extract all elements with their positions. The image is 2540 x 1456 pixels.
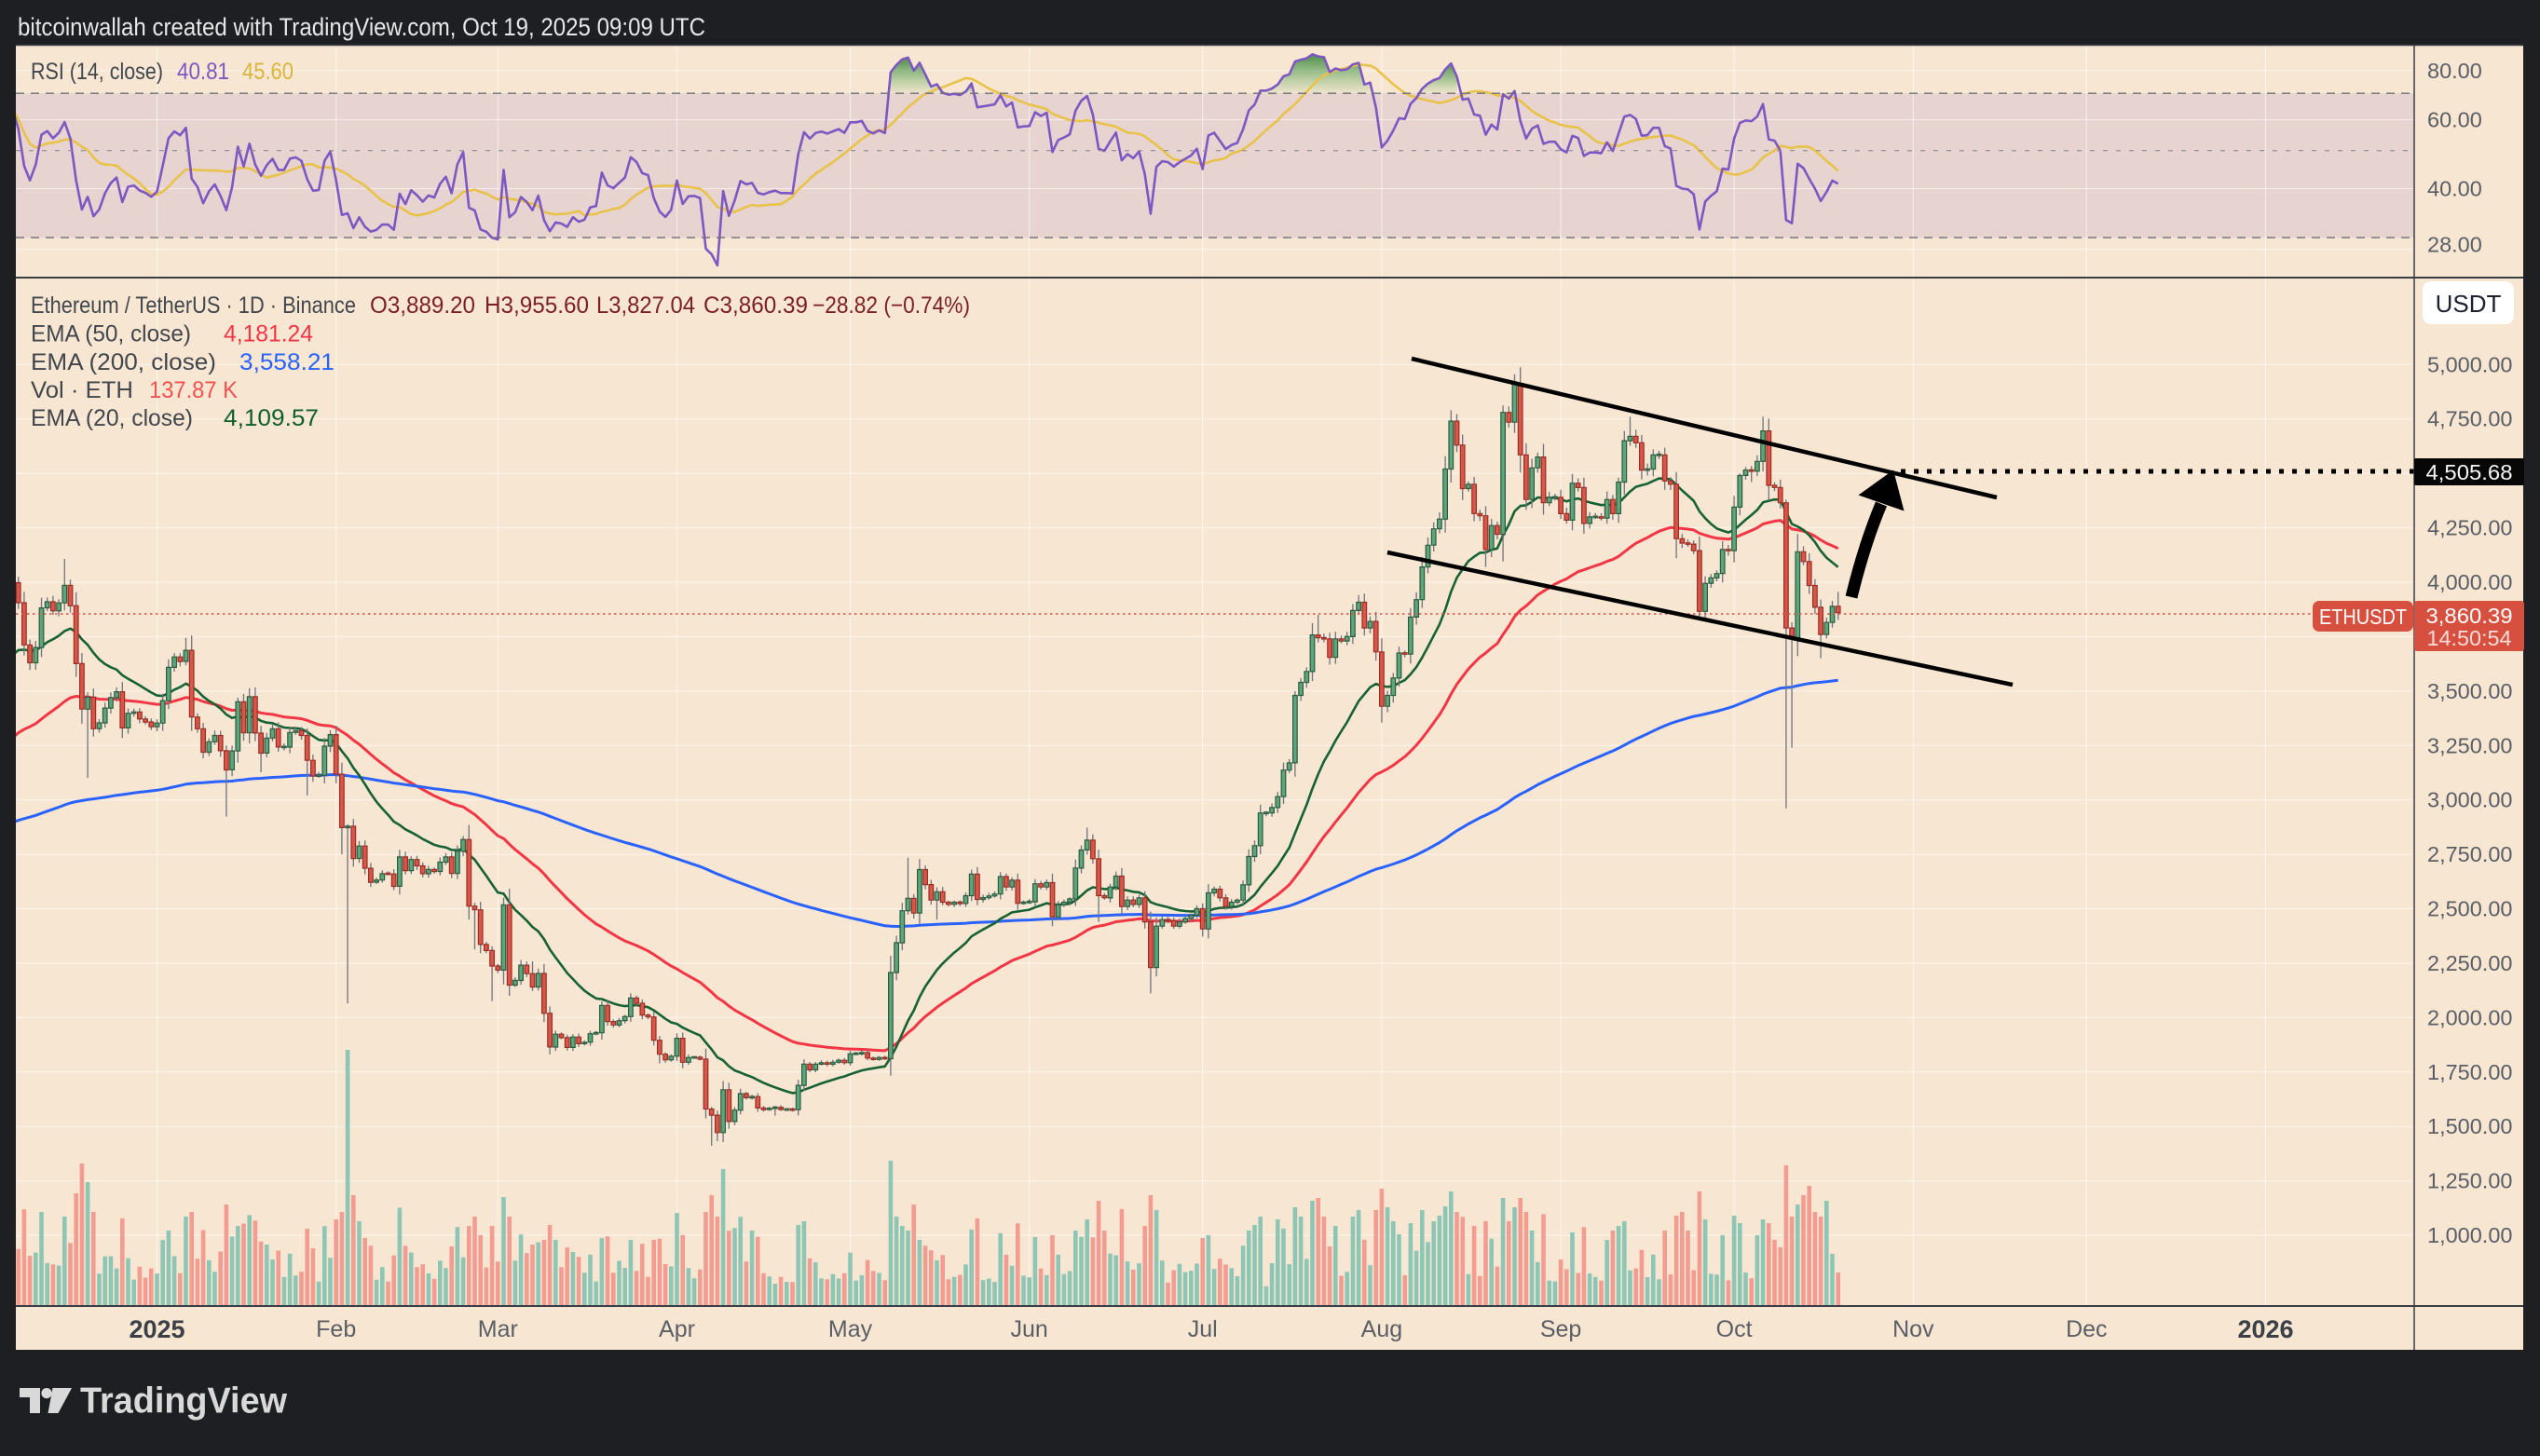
svg-text:2,750.00: 2,750.00 — [2427, 842, 2512, 866]
svg-text:ETHUSDT: ETHUSDT — [2319, 605, 2407, 629]
svg-text:May: May — [828, 1316, 873, 1342]
svg-text:1,250.00: 1,250.00 — [2427, 1169, 2512, 1193]
svg-text:Apr: Apr — [659, 1316, 695, 1342]
svg-text:1,500.00: 1,500.00 — [2427, 1114, 2512, 1138]
svg-text:C3,860.39: C3,860.39 — [703, 293, 808, 319]
svg-text:Jun: Jun — [1011, 1316, 1048, 1342]
svg-text:Mar: Mar — [478, 1316, 518, 1342]
svg-text:bitcoinwallah created with Tra: bitcoinwallah created with TradingView.c… — [18, 13, 705, 41]
svg-text:4,000.00: 4,000.00 — [2427, 570, 2512, 594]
svg-text:USDT: USDT — [2436, 290, 2502, 318]
svg-text:O3,889.20: O3,889.20 — [370, 293, 475, 319]
svg-text:Dec: Dec — [2066, 1316, 2107, 1342]
svg-text:2025: 2025 — [129, 1315, 184, 1343]
svg-text:60.00: 60.00 — [2427, 107, 2482, 131]
svg-text:3,000.00: 3,000.00 — [2427, 788, 2512, 812]
svg-text:5,000.00: 5,000.00 — [2427, 352, 2512, 376]
svg-text:Ethereum / TetherUS · 1D · Bin: Ethereum / TetherUS · 1D · Binance — [31, 293, 356, 319]
svg-text:4,750.00: 4,750.00 — [2427, 407, 2512, 431]
svg-text:28.00: 28.00 — [2427, 233, 2482, 257]
svg-text:45.60: 45.60 — [242, 59, 294, 85]
svg-text:40.81: 40.81 — [177, 59, 229, 85]
svg-text:2,000.00: 2,000.00 — [2427, 1005, 2512, 1029]
svg-text:H3,955.60: H3,955.60 — [485, 293, 589, 319]
svg-text:TradingView: TradingView — [80, 1381, 288, 1422]
svg-text:3,860.39: 3,860.39 — [2426, 604, 2513, 628]
svg-text:2,500.00: 2,500.00 — [2427, 897, 2512, 921]
svg-text:EMA (50, close): EMA (50, close) — [31, 321, 191, 347]
svg-text:Nov: Nov — [1892, 1316, 1934, 1342]
svg-text:137.87 K: 137.87 K — [149, 377, 238, 403]
svg-text:1,000.00: 1,000.00 — [2427, 1223, 2512, 1247]
svg-text:14:50:54: 14:50:54 — [2427, 626, 2512, 650]
svg-text:Sep: Sep — [1540, 1316, 1581, 1342]
svg-text:L3,827.04: L3,827.04 — [596, 293, 695, 319]
svg-text:Aug: Aug — [1361, 1316, 1402, 1342]
svg-text:4,181.24: 4,181.24 — [224, 321, 313, 347]
svg-text:3,500.00: 3,500.00 — [2427, 679, 2512, 703]
svg-text:Vol · ETH: Vol · ETH — [31, 377, 133, 403]
svg-text:2026: 2026 — [2237, 1315, 2293, 1343]
svg-text:EMA (20, close): EMA (20, close) — [31, 405, 193, 431]
svg-text:RSI (14, close): RSI (14, close) — [31, 59, 163, 85]
svg-text:4,109.57: 4,109.57 — [224, 405, 319, 431]
svg-text:−28.82 (−0.74%): −28.82 (−0.74%) — [813, 293, 970, 319]
svg-text:2,250.00: 2,250.00 — [2427, 951, 2512, 975]
svg-text:4,505.68: 4,505.68 — [2426, 460, 2513, 484]
svg-text:3,558.21: 3,558.21 — [239, 349, 335, 375]
svg-text:3,250.00: 3,250.00 — [2427, 733, 2512, 757]
svg-text:4,250.00: 4,250.00 — [2427, 516, 2512, 540]
svg-text:Feb: Feb — [316, 1316, 356, 1342]
svg-text:Jul: Jul — [1188, 1316, 1218, 1342]
svg-text:Oct: Oct — [1716, 1316, 1753, 1342]
svg-text:1,750.00: 1,750.00 — [2427, 1060, 2512, 1084]
svg-text:40.00: 40.00 — [2427, 177, 2482, 201]
svg-text:80.00: 80.00 — [2427, 59, 2482, 83]
svg-text:EMA (200, close): EMA (200, close) — [31, 349, 216, 375]
